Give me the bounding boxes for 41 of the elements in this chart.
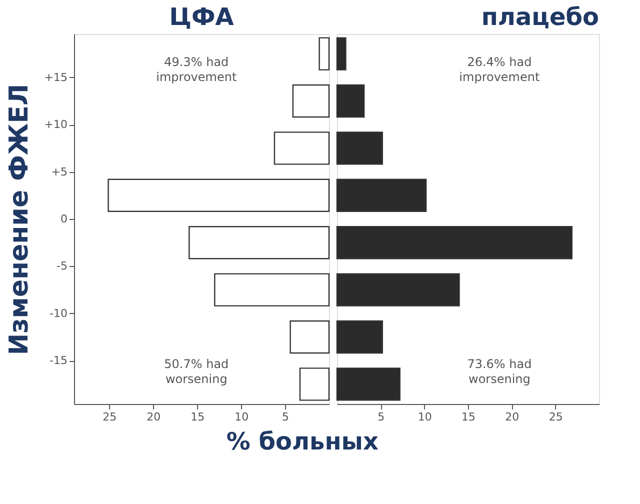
bar [336,132,384,165]
bar [336,37,346,70]
x-axis-title: % больных [226,428,379,456]
bar [336,368,400,401]
chart-title: ЦФА [169,3,234,31]
bar [274,132,330,165]
x-tick-label: 15 [190,410,205,424]
bar [290,320,330,354]
y-tick-label: -10 [50,306,68,320]
y-tick-label: +5 [51,165,68,178]
annotation: 49.3% had improvement [156,55,237,84]
bar [299,368,330,401]
bar [336,320,384,354]
bar [336,84,365,118]
bar [336,226,573,260]
bar [108,178,330,212]
chart-title: плацебо [481,3,599,31]
x-tick-label: 15 [462,410,476,424]
bar [188,226,330,260]
x-tick-label: 20 [505,410,520,424]
y-tick-label: -15 [50,354,68,368]
bar [336,178,427,212]
x-tick-label: 5 [378,410,385,424]
annotation: 26.4% had improvement [459,55,540,84]
annotation: 73.6% had worsening [467,357,532,386]
x-tick-label: 20 [146,410,161,424]
bar [336,273,460,306]
annotation: 50.7% had worsening [164,357,229,386]
bar [292,84,330,118]
y-axis-title: Изменение ФЖЕЛ [4,84,34,356]
bar [214,273,330,306]
y-tick-label: +15 [44,70,68,84]
x-tick-label: 5 [282,410,290,424]
y-tick-label: 0 [60,212,68,226]
x-tick-label: 10 [418,410,432,424]
x-tick-label: 25 [102,410,117,424]
x-tick-label: 10 [234,410,249,424]
x-tick-label: 25 [548,410,563,424]
bar [318,37,330,70]
y-tick-label: +10 [44,118,68,132]
y-tick-label: -5 [56,260,68,273]
